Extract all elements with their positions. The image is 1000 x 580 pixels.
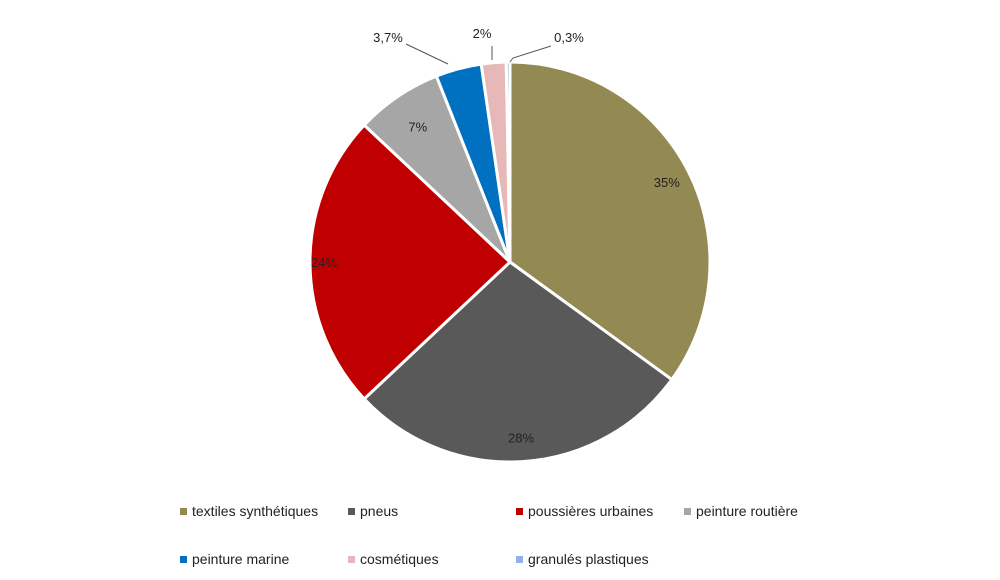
legend-label: textiles synthétiques: [192, 503, 319, 519]
legend-swatch: [348, 507, 355, 515]
legend-item-peinture-routiere: peinture routière: [684, 503, 798, 519]
data-label-textiles: 35%: [654, 175, 680, 190]
legend-item-granules: granulés plastiques: [516, 551, 649, 567]
legend-label: granulés plastiques: [528, 551, 649, 567]
data-label-cosmetiques: 2%: [473, 26, 492, 41]
legend-swatch: [180, 507, 187, 515]
data-label-peinture-routiere: 7%: [408, 119, 427, 134]
legend-item-poussieres: poussières urbaines: [516, 503, 653, 519]
leader-line-peinture-marine: [405, 43, 449, 65]
data-label-poussieres: 24%: [311, 255, 337, 270]
legend-label: pneus: [360, 503, 399, 519]
legend-label: poussières urbaines: [528, 503, 654, 519]
leader-line-granules: [509, 45, 552, 63]
pie-slice-textiles: [508, 60, 712, 382]
data-label-peinture-marine: 3,7%: [373, 30, 403, 45]
legend-item-pneus: pneus: [348, 503, 398, 519]
legend-label: peinture marine: [192, 551, 290, 567]
legend-swatch: [516, 555, 523, 563]
pie-slice-granules: [504, 60, 512, 264]
legend-swatch: [180, 555, 187, 563]
legend-item-textiles: textiles synthétiques: [180, 503, 318, 519]
legend-item-peinture-marine: peinture marine: [180, 551, 289, 567]
legend-swatch: [684, 507, 691, 515]
legend-label: cosmétiques: [360, 551, 439, 567]
legend-swatch: [348, 555, 355, 563]
data-label-pneus: 28%: [508, 431, 534, 446]
pie-slice-poussieres: [308, 123, 512, 401]
legend-swatch: [516, 507, 523, 515]
pie-slice-pneus: [362, 260, 674, 464]
data-label-granules: 0,3%: [554, 30, 584, 45]
legend-label: peinture routière: [696, 503, 798, 519]
legend-item-cosmetiques: cosmétiques: [348, 551, 439, 567]
